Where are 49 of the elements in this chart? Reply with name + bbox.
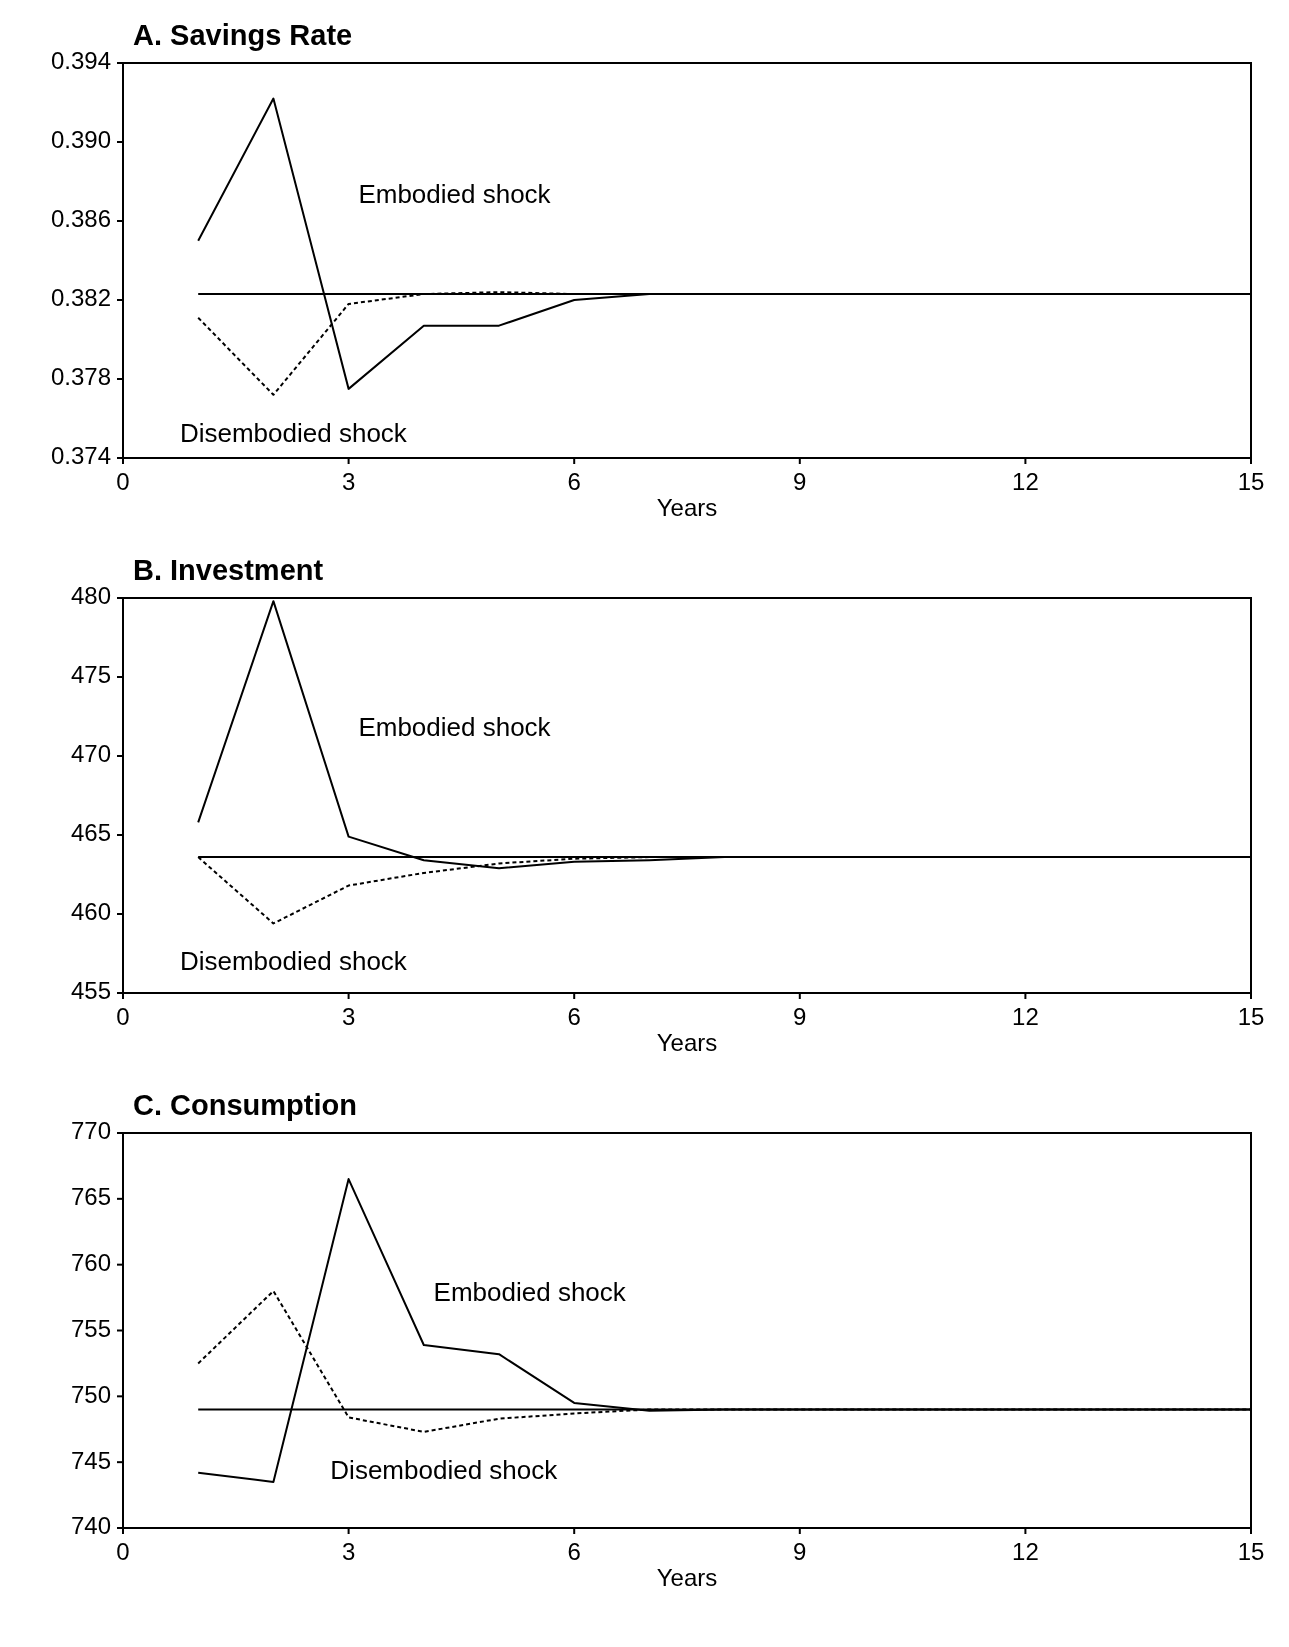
x-tick-label: 15 <box>1237 1538 1265 1565</box>
chart-title: B. Investment <box>133 554 324 586</box>
x-tick-label: 9 <box>793 1538 807 1565</box>
y-tick-label: 0.390 <box>50 126 111 154</box>
y-tick-label: 0.394 <box>50 47 111 75</box>
x-tick-label: 3 <box>341 468 356 495</box>
y-tick-label: 745 <box>70 1446 111 1474</box>
x-tick-label: 0 <box>116 1003 130 1030</box>
series-label: Disembodied shock <box>179 417 408 448</box>
y-tick-label: 760 <box>70 1249 111 1277</box>
y-tick-label: 0.374 <box>50 442 111 470</box>
y-tick-label: 465 <box>70 819 111 847</box>
x-tick-label: 6 <box>567 1538 581 1565</box>
y-tick-label: 765 <box>70 1183 111 1211</box>
x-axis-title: Years <box>656 1029 718 1056</box>
y-tick-label: 0.386 <box>50 205 111 233</box>
x-axis-title: Years <box>656 494 718 521</box>
y-tick-label: 460 <box>70 898 111 926</box>
y-tick-label: 455 <box>70 977 111 1005</box>
x-axis-title: Years <box>656 1564 718 1591</box>
y-tick-label: 0.382 <box>50 284 111 312</box>
x-tick-label: 3 <box>341 1003 356 1030</box>
chart-title: A. Savings Rate <box>133 19 353 51</box>
y-tick-label: 475 <box>70 661 111 689</box>
y-tick-label: 750 <box>70 1380 111 1408</box>
x-tick-label: 15 <box>1237 1003 1265 1030</box>
x-tick-label: 6 <box>567 468 581 495</box>
x-tick-label: 6 <box>567 1003 581 1030</box>
y-tick-label: 480 <box>70 582 111 610</box>
series-label: Embodied shock <box>358 712 552 743</box>
x-tick-label: 9 <box>793 1003 807 1030</box>
x-tick-label: 0 <box>116 1538 130 1565</box>
x-tick-label: 0 <box>116 468 130 495</box>
series-label: Disembodied shock <box>330 1454 559 1485</box>
series-label: Disembodied shock <box>179 946 408 977</box>
chart-title: C. Consumption <box>133 1089 357 1121</box>
text: Embodied shock <box>358 179 552 210</box>
series-label: Embodied shock <box>433 1277 627 1308</box>
y-tick-label: 470 <box>70 740 111 768</box>
y-tick-label: 755 <box>70 1314 111 1342</box>
x-tick-label: 12 <box>1012 468 1039 495</box>
y-tick-label: 0.378 <box>50 363 111 391</box>
x-tick-label: 15 <box>1237 468 1265 495</box>
x-tick-label: 3 <box>341 1538 356 1565</box>
x-tick-label: 12 <box>1012 1003 1039 1030</box>
x-tick-label: 12 <box>1012 1538 1039 1565</box>
x-tick-label: 9 <box>793 468 807 495</box>
y-tick-label: 770 <box>70 1117 111 1145</box>
y-tick-label: 740 <box>70 1512 111 1540</box>
